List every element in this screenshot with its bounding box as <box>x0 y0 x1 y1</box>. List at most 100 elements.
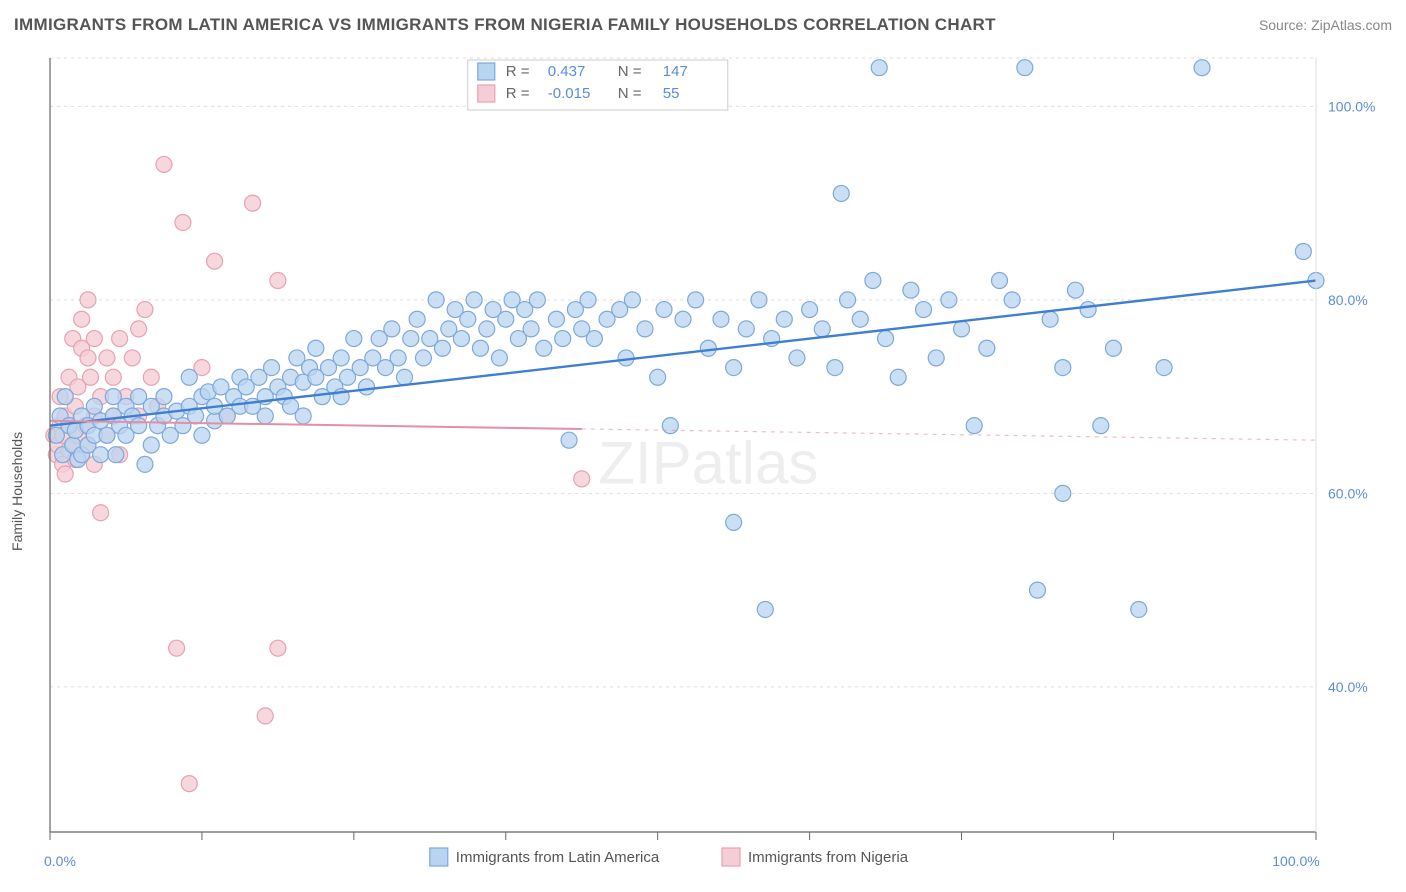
x-tick-label: 0.0% <box>44 853 76 869</box>
data-point <box>523 321 539 337</box>
data-point <box>131 418 147 434</box>
data-point <box>662 418 678 434</box>
data-point <box>156 156 172 172</box>
data-point <box>941 292 957 308</box>
data-point <box>1029 582 1045 598</box>
data-point <box>757 601 773 617</box>
data-point <box>453 331 469 347</box>
data-point <box>555 331 571 347</box>
data-point <box>245 195 261 211</box>
data-point <box>86 331 102 347</box>
data-point <box>194 427 210 443</box>
data-point <box>871 60 887 76</box>
data-point <box>57 389 73 405</box>
chart-svg: IMMIGRANTS FROM LATIN AMERICA VS IMMIGRA… <box>0 0 1406 892</box>
data-point <box>143 437 159 453</box>
data-point <box>409 311 425 327</box>
data-point <box>143 369 159 385</box>
stats-N-value: 55 <box>663 85 680 102</box>
data-point <box>93 505 109 521</box>
data-point <box>833 185 849 201</box>
data-point <box>207 253 223 269</box>
data-point <box>840 292 856 308</box>
watermark: ZIPatlas <box>598 430 818 497</box>
data-point <box>776 311 792 327</box>
data-point <box>726 360 742 376</box>
data-point <box>700 340 716 356</box>
data-point <box>1105 340 1121 356</box>
stats-N-label: N = <box>618 85 642 102</box>
stats-R-value: 0.437 <box>548 63 586 80</box>
data-point <box>131 321 147 337</box>
x-tick-label: 100.0% <box>1272 853 1319 869</box>
data-point <box>1067 282 1083 298</box>
data-point <box>99 350 115 366</box>
data-point <box>574 471 590 487</box>
data-point <box>169 640 185 656</box>
legend-swatch <box>430 848 448 866</box>
data-point <box>124 350 140 366</box>
data-point <box>903 282 919 298</box>
data-point <box>498 311 514 327</box>
data-point <box>802 302 818 318</box>
y-tick-label: 40.0% <box>1328 679 1368 695</box>
data-point <box>83 369 99 385</box>
data-point <box>656 302 672 318</box>
data-point <box>1080 302 1096 318</box>
data-point <box>580 292 596 308</box>
data-point <box>1055 360 1071 376</box>
data-point <box>434 340 450 356</box>
y-axis-label: Family Households <box>9 432 25 551</box>
legend-label: Immigrants from Latin America <box>456 849 660 866</box>
data-point <box>536 340 552 356</box>
data-point <box>726 514 742 530</box>
data-point <box>751 292 767 308</box>
stats-swatch <box>478 63 495 80</box>
data-point <box>333 350 349 366</box>
data-point <box>112 331 128 347</box>
bottom-legend: Immigrants from Latin America Immigrants … <box>430 848 909 866</box>
data-point <box>738 321 754 337</box>
data-point <box>346 331 362 347</box>
data-point <box>57 466 73 482</box>
legend-label: Immigrants from Nigeria <box>748 849 909 866</box>
data-point <box>472 340 488 356</box>
data-point <box>415 350 431 366</box>
data-point <box>637 321 653 337</box>
data-point <box>359 379 375 395</box>
data-point <box>80 350 96 366</box>
stats-R-label: R = <box>506 85 530 102</box>
data-point <box>1295 244 1311 260</box>
data-point <box>108 447 124 463</box>
stats-N-value: 147 <box>663 63 688 80</box>
trend-line <box>50 281 1316 426</box>
data-point <box>548 311 564 327</box>
data-point <box>852 311 868 327</box>
data-point <box>181 369 197 385</box>
data-point <box>137 456 153 472</box>
data-point <box>992 273 1008 289</box>
data-point <box>1156 360 1172 376</box>
data-point <box>713 311 729 327</box>
y-tick-label: 80.0% <box>1328 292 1368 308</box>
data-point <box>257 708 273 724</box>
data-point <box>396 369 412 385</box>
data-point <box>1194 60 1210 76</box>
data-point <box>86 398 102 414</box>
data-point <box>460 311 476 327</box>
data-point <box>814 321 830 337</box>
data-point <box>624 292 640 308</box>
data-point <box>390 350 406 366</box>
data-point <box>1093 418 1109 434</box>
data-point <box>308 340 324 356</box>
data-point <box>93 447 109 463</box>
data-point <box>264 360 280 376</box>
data-point <box>466 292 482 308</box>
data-point <box>175 214 191 230</box>
data-point <box>270 273 286 289</box>
data-point <box>74 311 90 327</box>
data-point <box>865 273 881 289</box>
stats-swatch <box>478 85 495 102</box>
data-point <box>428 292 444 308</box>
data-point <box>181 776 197 792</box>
